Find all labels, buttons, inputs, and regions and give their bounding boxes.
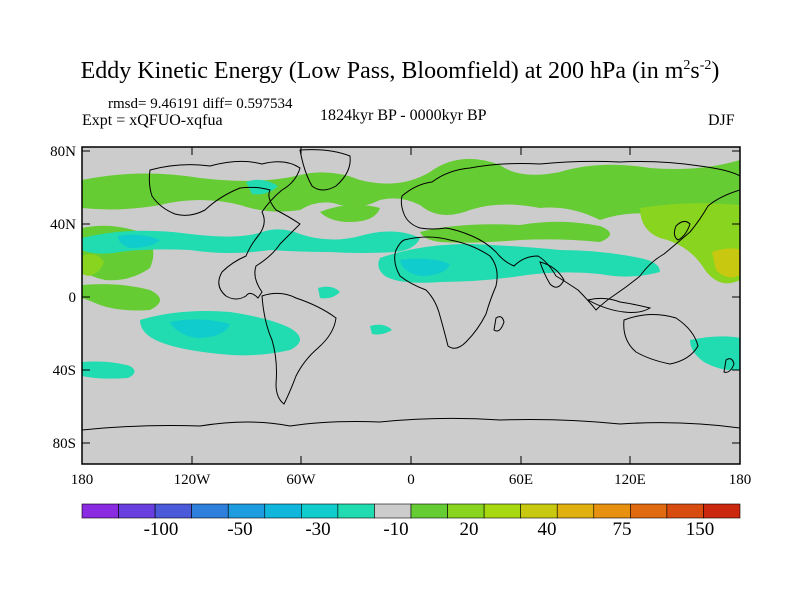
- coast-madagascar: [493, 316, 505, 332]
- lat-label-40s: 40S: [53, 363, 76, 379]
- colorbar-swatch: [374, 503, 412, 519]
- colorbar-swatch: [666, 503, 704, 519]
- colorbar-swatch: [264, 503, 302, 519]
- lat-label-80s: 80S: [53, 436, 76, 452]
- coast-north-america: [148, 160, 301, 300]
- colorbar-swatch: [556, 503, 595, 519]
- field-subtropical-negative: [378, 244, 660, 283]
- coast-south-america: [261, 292, 337, 405]
- colorbar-swatch: [81, 503, 119, 519]
- field-sh-pacific-mod: [170, 319, 230, 338]
- colorbar-swatch: [447, 503, 485, 519]
- season-label: DJF: [708, 112, 735, 129]
- coast-eurasia: [400, 160, 740, 311]
- coast-australia: [623, 314, 699, 365]
- field-subtropical-mod: [400, 258, 450, 276]
- colorbar-label: -50: [227, 519, 252, 540]
- colorbar-label: 40: [538, 519, 557, 540]
- colorbar-swatch: [227, 503, 266, 519]
- coastlines: [82, 149, 740, 431]
- colorbar-labels: -100 -50 -30 -10 20 40 75 150: [144, 519, 715, 540]
- field-south-pacific-negative: [82, 361, 135, 379]
- coast-indonesia: [586, 297, 652, 313]
- field-atlantic-positive: [320, 204, 380, 222]
- colorbar-swatch: [191, 503, 229, 519]
- lat-label-80n: 80N: [50, 144, 76, 160]
- colorbar-swatch: [593, 503, 631, 519]
- colorbar-label: 150: [686, 519, 715, 540]
- coast-antarctica: [82, 417, 740, 431]
- colorbar-swatch: [337, 503, 375, 519]
- lon-label-180e: 180: [729, 472, 752, 488]
- colorbar-swatch: [410, 503, 448, 519]
- colorbar-swatch: [301, 503, 339, 519]
- field-eurasia-positive: [420, 221, 610, 243]
- lon-label-60w: 60W: [286, 472, 316, 488]
- lon-label-60e: 60E: [509, 472, 533, 488]
- coast-greenland: [299, 149, 351, 191]
- field-south-atlantic-small: [370, 324, 392, 335]
- field-pacific-mod: [118, 234, 160, 248]
- longitude-tick-marks: [81, 147, 631, 464]
- coast-japan: [673, 220, 691, 241]
- lon-label-120e: 120E: [614, 472, 646, 488]
- colorbar-swatch: [118, 503, 156, 519]
- colorbar-swatch: [154, 503, 192, 519]
- experiment-label: Expt = xQFUO-xqfua: [82, 112, 223, 129]
- lat-label-0: 0: [69, 290, 77, 306]
- colorbar-swatch: [630, 503, 668, 519]
- field-atlantic-small: [318, 286, 340, 299]
- plot-title: Eddy Kinetic Energy (Low Pass, Bloomfiel…: [80, 58, 720, 84]
- coast-india: [539, 261, 565, 288]
- colorbar-label: -10: [383, 519, 408, 540]
- colorbar-label: 75: [613, 519, 632, 540]
- colorbar-swatch: [483, 503, 521, 519]
- colorbar-label: -30: [305, 519, 330, 540]
- latitude-tick-marks: [82, 150, 740, 444]
- lon-label-120w: 120W: [174, 472, 212, 488]
- field-east-pacific-strong: [82, 254, 104, 276]
- colorbar-label: -100: [144, 519, 179, 540]
- stats-text: rmsd= 9.46191 diff= 0.597534: [108, 96, 293, 112]
- lat-label-40n: 40N: [50, 217, 76, 233]
- field-pacific-strong: [712, 248, 740, 278]
- anomaly-fields: [82, 158, 740, 379]
- field-pacific-negative: [82, 229, 420, 254]
- field-sh-indian-negative: [690, 336, 740, 371]
- coast-africa: [394, 236, 498, 349]
- lon-label-0: 0: [407, 472, 415, 488]
- coast-new-zealand: [723, 358, 735, 373]
- colorbar-swatch: [703, 503, 741, 519]
- period-label: 1824kyr BP - 0000kyr BP: [320, 107, 487, 124]
- colorbar-label: 20: [460, 519, 479, 540]
- colorbar: [81, 503, 741, 519]
- lon-label-180w: 180: [71, 472, 94, 488]
- colorbar-swatch: [520, 503, 558, 519]
- field-sh-positive: [82, 284, 160, 311]
